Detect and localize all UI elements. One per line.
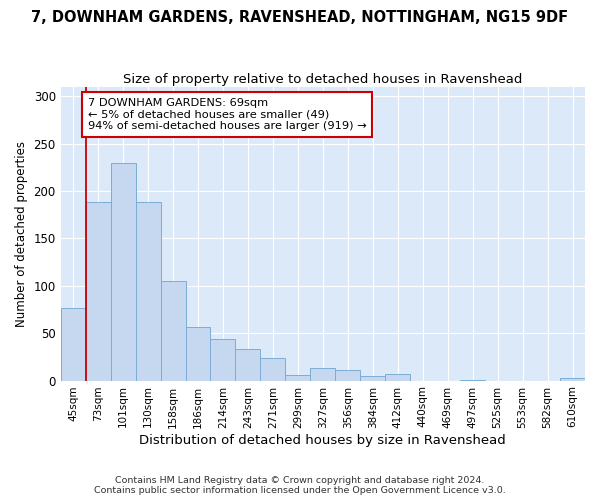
Bar (360, 376, 385, 380)
Bar (235, 350, 260, 380)
Title: Size of property relative to detached houses in Ravenshead: Size of property relative to detached ho… (123, 72, 523, 86)
Bar (61, 308, 86, 380)
Bar (136, 202, 161, 380)
Text: 7 DOWNHAM GARDENS: 69sqm
← 5% of detached houses are smaller (49)
94% of semi-de: 7 DOWNHAM GARDENS: 69sqm ← 5% of detache… (88, 98, 366, 131)
Bar (185, 326, 211, 380)
Bar (161, 281, 185, 380)
Y-axis label: Number of detached properties: Number of detached properties (15, 140, 28, 326)
Bar (385, 374, 410, 380)
Bar (310, 368, 335, 380)
Bar (286, 375, 310, 380)
Bar (335, 370, 360, 380)
X-axis label: Distribution of detached houses by size in Ravenshead: Distribution of detached houses by size … (139, 434, 506, 448)
Bar (260, 358, 286, 380)
Bar (86, 202, 110, 380)
Text: Contains HM Land Registry data © Crown copyright and database right 2024.
Contai: Contains HM Land Registry data © Crown c… (94, 476, 506, 495)
Bar (110, 162, 136, 380)
Bar (560, 378, 585, 380)
Bar (211, 339, 235, 380)
Text: 7, DOWNHAM GARDENS, RAVENSHEAD, NOTTINGHAM, NG15 9DF: 7, DOWNHAM GARDENS, RAVENSHEAD, NOTTINGH… (31, 10, 569, 25)
